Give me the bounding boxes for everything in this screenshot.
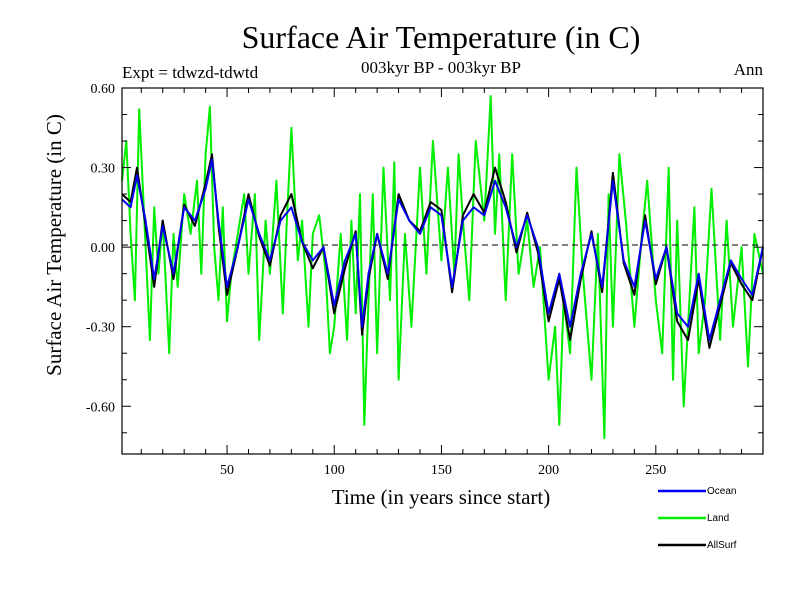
legend: Ocean Land AllSurf xyxy=(658,486,737,551)
season-label: Ann xyxy=(734,60,764,79)
y-axis-label: Surface Air Temperature (in C) xyxy=(42,114,66,376)
chart-subtitle: 003kyr BP - 003kyr BP xyxy=(361,58,521,77)
series-line-ocean xyxy=(121,158,764,341)
legend-label-allsurf: AllSurf xyxy=(707,540,737,551)
plot-area: 0.60 0.30 0.00 -0.30 -0.60 50 100 150 200 250 xyxy=(86,82,764,478)
chart-title: Surface Air Temperature (in C) xyxy=(242,19,641,55)
y-tick-label: 0.30 xyxy=(91,162,116,177)
x-axis-label: Time (in years since start) xyxy=(332,485,551,509)
x-minor-ticks xyxy=(140,88,743,454)
x-tick-label: 150 xyxy=(431,463,452,478)
experiment-label: Expt = tdwzd-tdwtd xyxy=(122,63,259,82)
x-tick-label: 100 xyxy=(324,463,345,478)
y-tick-label: 0.00 xyxy=(91,241,116,256)
x-tick-label: 200 xyxy=(538,463,559,478)
plot-frame xyxy=(121,87,764,455)
legend-label-ocean: Ocean xyxy=(707,486,736,497)
x-tick-labels: 50 100 150 200 250 xyxy=(220,463,666,478)
series-line-land xyxy=(121,95,764,440)
y-tick-label: -0.30 xyxy=(86,321,115,336)
y-tick-labels: 0.60 0.30 0.00 -0.30 -0.60 xyxy=(86,82,115,415)
x-tick-label: 50 xyxy=(220,463,234,478)
y-tick-label: 0.60 xyxy=(91,82,116,97)
legend-label-land: Land xyxy=(707,513,729,524)
series-layer xyxy=(121,95,764,440)
x-tick-label: 250 xyxy=(645,463,666,478)
y-tick-label: -0.60 xyxy=(86,400,115,415)
y-minor-ticks xyxy=(122,87,763,434)
